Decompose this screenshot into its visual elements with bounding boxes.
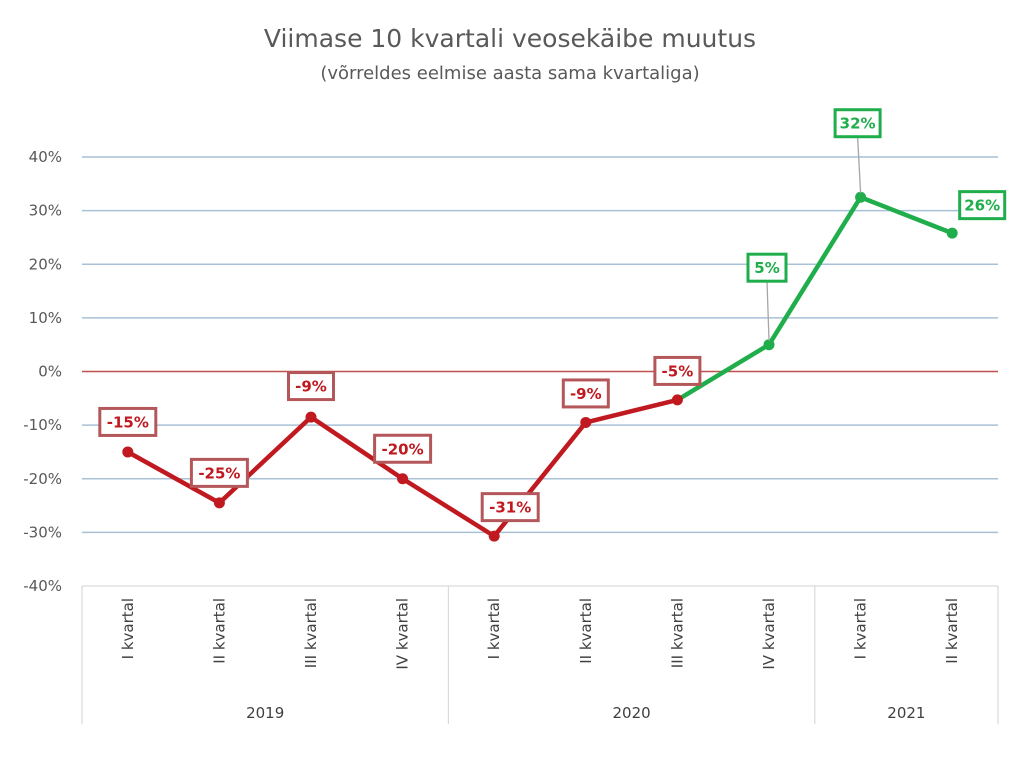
data-label: 32% bbox=[840, 115, 876, 133]
data-label: -31% bbox=[489, 499, 531, 517]
data-point bbox=[580, 416, 592, 428]
x-tick-label: III kvartal bbox=[302, 598, 320, 668]
x-group-label: 2019 bbox=[246, 704, 284, 722]
data-label: -15% bbox=[107, 413, 149, 431]
data-label-box bbox=[653, 355, 702, 386]
data-label-box bbox=[958, 190, 1007, 221]
data-label: -25% bbox=[198, 464, 240, 482]
data-point bbox=[397, 473, 409, 485]
y-tick-label: 0% bbox=[38, 363, 62, 381]
data-label-box bbox=[746, 252, 788, 283]
x-tick-label: IV kvartal bbox=[760, 598, 778, 670]
y-axis: 40% 30% 20% 10% 0% -10% -20% -30% -40% bbox=[23, 148, 62, 595]
chart-subtitle: (võrreldes eelmise aasta sama kvartaliga… bbox=[320, 63, 699, 84]
x-tick-label: I kvartal bbox=[485, 598, 503, 659]
data-label-box bbox=[561, 378, 610, 409]
x-tick-label: I kvartal bbox=[119, 598, 137, 659]
chart-title: Viimase 10 kvartali veosekäibe muutus bbox=[264, 24, 756, 53]
leader-line bbox=[766, 281, 770, 341]
data-point bbox=[488, 530, 500, 542]
y-tick-label: 40% bbox=[29, 148, 62, 166]
data-label-box bbox=[373, 433, 433, 464]
data-label: 26% bbox=[964, 197, 1000, 215]
series bbox=[122, 191, 958, 542]
data-point bbox=[122, 446, 134, 458]
y-tick-label: -30% bbox=[23, 523, 62, 541]
y-tick-label: 10% bbox=[29, 309, 62, 327]
data-labels: -15% -25% -9% -20% -31% -9% -5% 5% 32% 26% bbox=[98, 108, 1007, 523]
y-tick-label: -20% bbox=[23, 470, 62, 488]
data-label: 5% bbox=[754, 259, 779, 277]
data-label-box bbox=[833, 108, 882, 139]
data-point bbox=[305, 411, 317, 423]
data-point bbox=[213, 497, 225, 509]
x-tick-label: II kvartal bbox=[210, 598, 228, 664]
x-tick-label: II kvartal bbox=[577, 598, 595, 664]
series-line-positive bbox=[675, 194, 955, 403]
data-point bbox=[671, 394, 683, 406]
data-point bbox=[763, 339, 775, 351]
x-group-label: 2020 bbox=[613, 704, 651, 722]
x-tick-label: I kvartal bbox=[852, 598, 870, 659]
y-tick-label: 30% bbox=[29, 202, 62, 220]
x-tick-label: IV kvartal bbox=[394, 598, 412, 670]
leader-line bbox=[856, 136, 862, 194]
data-label-box bbox=[189, 457, 249, 488]
x-axis: 2019 2020 2021 I kvartal II kvartal III kvart… bbox=[81, 585, 999, 724]
data-point bbox=[855, 191, 867, 203]
data-label: -20% bbox=[382, 440, 424, 458]
x-tick-label: III kvartal bbox=[668, 598, 686, 668]
data-label: -9% bbox=[295, 378, 327, 396]
data-label-box bbox=[287, 371, 335, 402]
data-label-box bbox=[480, 492, 540, 523]
x-tick-label: II kvartal bbox=[943, 598, 961, 664]
data-label: -5% bbox=[662, 362, 694, 380]
y-tick-label: -40% bbox=[23, 577, 62, 595]
y-tick-label: -10% bbox=[23, 416, 62, 434]
data-label: -9% bbox=[570, 385, 602, 403]
data-label-box bbox=[98, 406, 158, 437]
x-group-label: 2021 bbox=[887, 704, 925, 722]
data-point bbox=[946, 227, 958, 239]
y-tick-label: 20% bbox=[29, 255, 62, 273]
